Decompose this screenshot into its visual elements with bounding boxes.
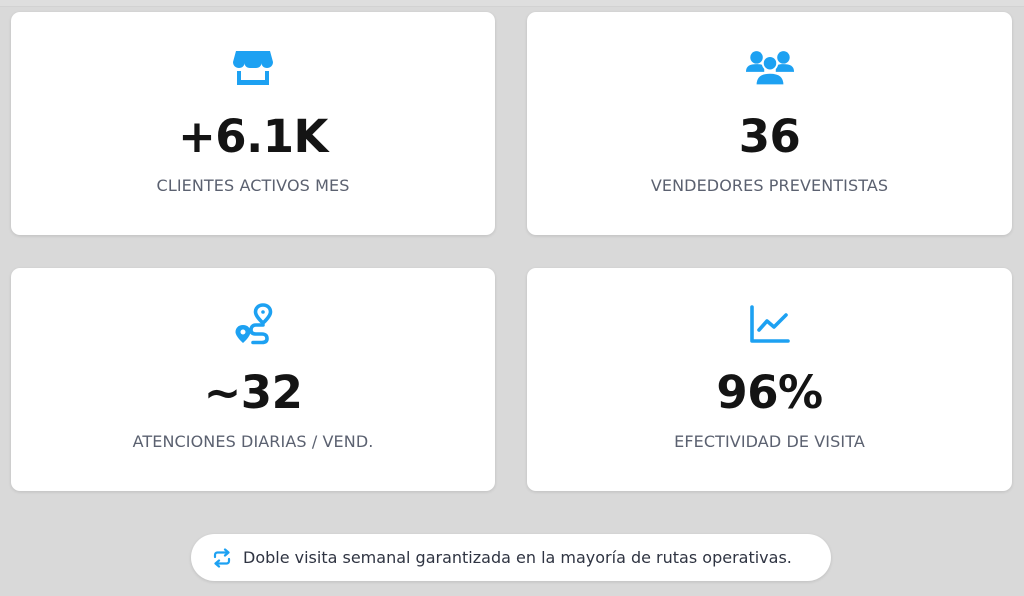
stat-label: EFECTIVIDAD DE VISITA	[674, 432, 865, 451]
stat-value: ~32	[203, 366, 303, 419]
top-divider	[0, 0, 1024, 7]
stat-card-efectividad: 96% EFECTIVIDAD DE VISITA	[527, 268, 1012, 491]
stat-label: VENDEDORES PREVENTISTAS	[650, 176, 889, 195]
footer-note: Doble visita semanal garantizada en la m…	[191, 534, 831, 581]
repeat-icon	[211, 547, 233, 569]
stat-card-vendedores: 36 VENDEDORES PREVENTISTAS	[527, 12, 1012, 235]
users-group-icon	[745, 46, 795, 90]
store-icon	[228, 46, 278, 90]
stat-label: CLIENTES ACTIVOS MES	[156, 176, 350, 195]
stat-card-clientes: +6.1K CLIENTES ACTIVOS MES	[11, 12, 495, 235]
stat-card-atenciones: ~32 ATENCIONES DIARIAS / VEND.	[11, 268, 495, 491]
route-icon	[228, 302, 278, 346]
footer-note-text: Doble visita semanal garantizada en la m…	[243, 548, 792, 567]
stat-value: 96%	[716, 366, 823, 419]
stat-value: +6.1K	[178, 110, 328, 163]
stat-value: 36	[738, 110, 801, 163]
chart-line-icon	[745, 302, 795, 346]
stat-label: ATENCIONES DIARIAS / VEND.	[132, 432, 374, 451]
